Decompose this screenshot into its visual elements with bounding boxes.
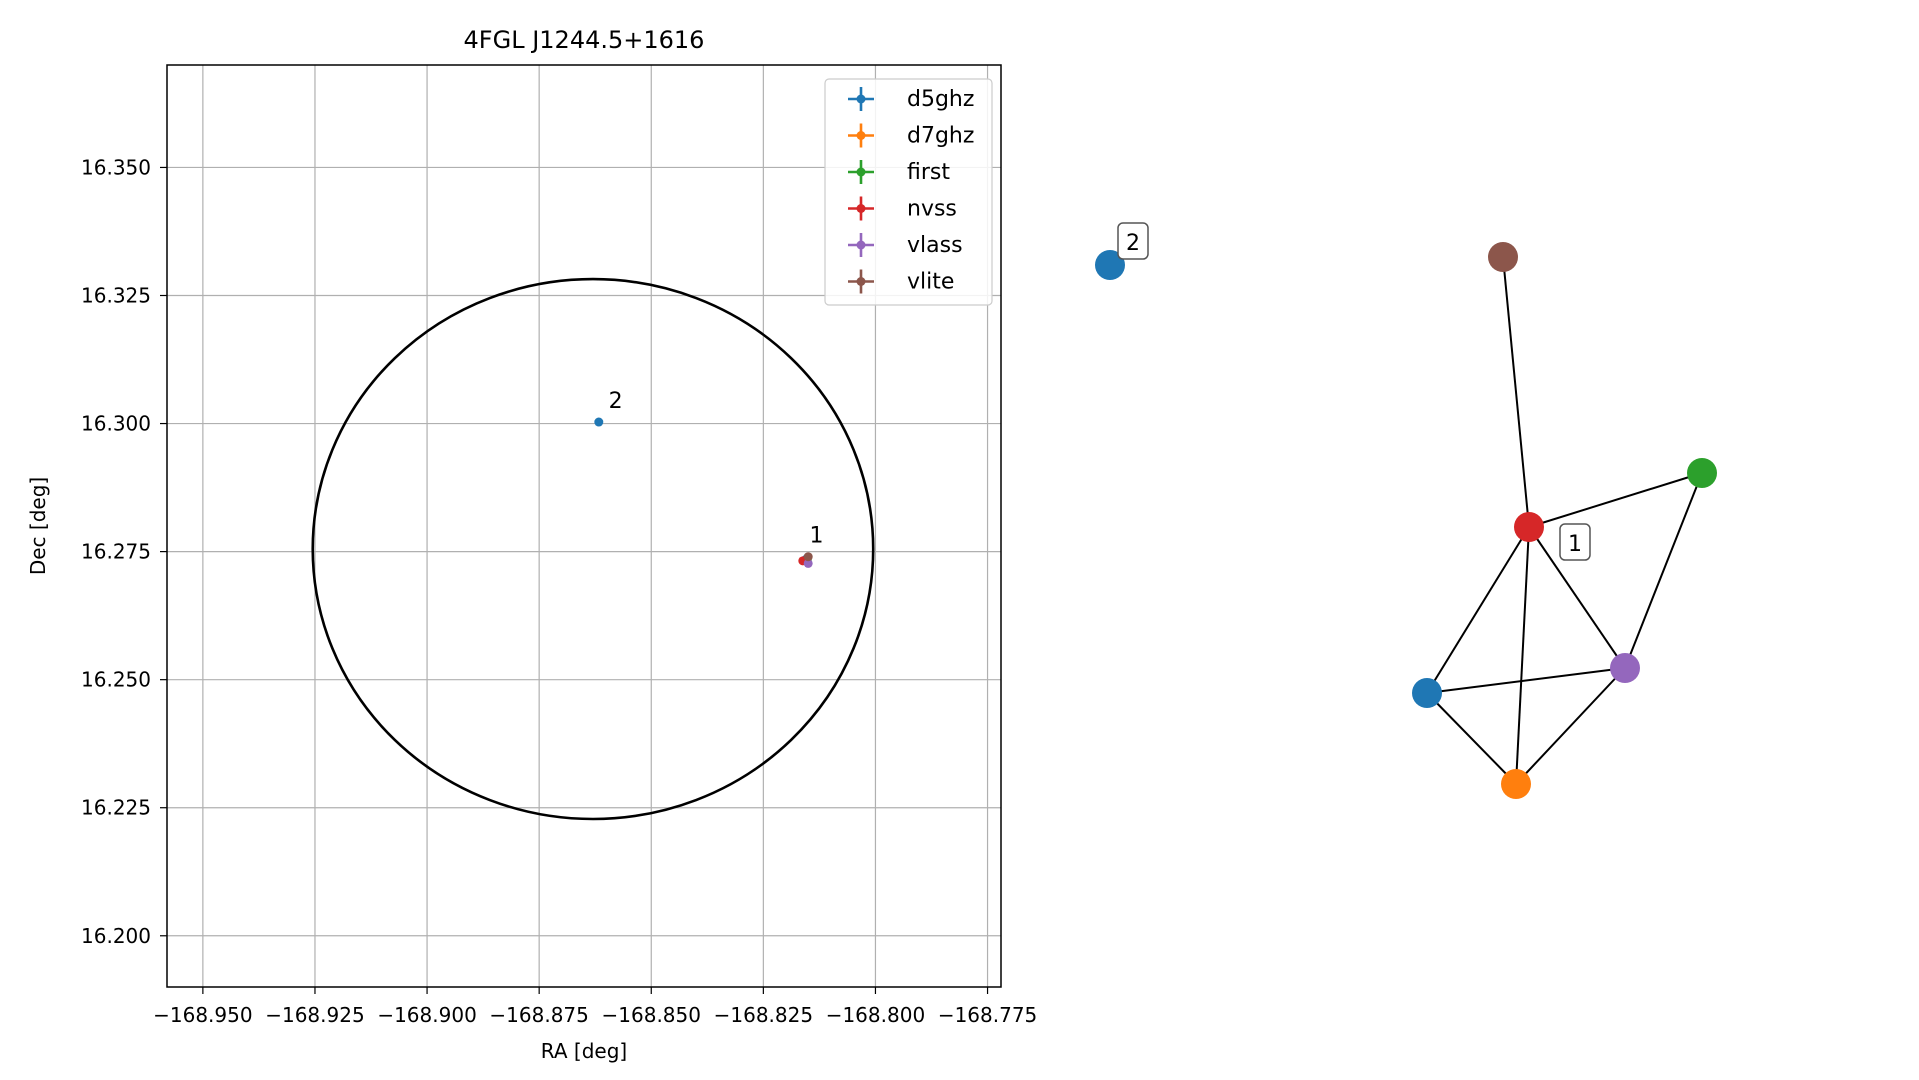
- legend-swatch-dot: [856, 131, 866, 140]
- x-tick-label: −168.850: [602, 1003, 701, 1027]
- x-tick-label: −168.900: [377, 1003, 476, 1027]
- network-group-label: 2: [1126, 231, 1140, 256]
- y-ticks: 16.200 16.225 16.250 16.275 16.300 16.325 16.3…: [81, 155, 167, 948]
- network-node-d5ghz_2: [1095, 250, 1125, 280]
- x-tick-label: −168.825: [714, 1003, 813, 1027]
- network-edge: [1528, 472, 1703, 528]
- legend: d5ghz d7ghz first nvss vlass vlite: [824, 78, 993, 306]
- network-node-nvss: [1514, 512, 1544, 542]
- legend-swatch-dot: [856, 204, 866, 213]
- x-tick-label: −168.875: [489, 1003, 588, 1027]
- y-tick-label: 16.350: [81, 155, 151, 179]
- legend-label-vlass: vlass: [907, 233, 963, 258]
- axes-frame: [166, 64, 1002, 988]
- legend-swatch-dot: [856, 94, 866, 104]
- y-tick-label: 16.250: [81, 668, 151, 692]
- legend-label-nvss: nvss: [907, 197, 957, 222]
- scatter-panel: −168.950 −168.925 −168.900 −168.875 −168.850…: [26, 26, 1037, 1063]
- y-axis-label: Dec [deg]: [26, 477, 50, 575]
- legend-label-d5ghz: d5ghz: [907, 87, 974, 112]
- legend-swatch-dot: [856, 277, 866, 286]
- network-node-d5ghz: [1412, 678, 1442, 708]
- legend-swatch-dot: [856, 167, 866, 177]
- network-edge: [1426, 526, 1530, 694]
- point-annotations: 12: [609, 389, 824, 548]
- point-annotation: 1: [810, 523, 824, 548]
- point-vlite: [803, 552, 813, 562]
- legend-label-first: first: [907, 160, 950, 185]
- network-group-label-box: [1559, 523, 1591, 561]
- legend-label-vlite: vlite: [907, 270, 954, 295]
- network-edge: [1515, 526, 1530, 785]
- network-node-d7ghz: [1501, 769, 1531, 799]
- localization-ellipse-shape: [311, 277, 875, 821]
- point-d5ghz: [594, 417, 604, 427]
- network-group-label: 1: [1568, 532, 1582, 557]
- network-edge: [1426, 667, 1626, 694]
- y-tick-label: 16.225: [81, 796, 151, 820]
- y-tick-label: 16.275: [81, 540, 151, 564]
- network-edge: [1426, 692, 1517, 785]
- network-node-vlass: [1610, 653, 1640, 683]
- network-edge: [1528, 526, 1626, 669]
- y-tick-label: 16.325: [81, 284, 151, 308]
- x-ticks: −168.950 −168.925 −168.900 −168.875 −168.850…: [153, 987, 1037, 1027]
- point-vlass: [803, 558, 813, 568]
- network-node-first: [1687, 458, 1717, 488]
- chart-title: 4FGL J1244.5+1616: [464, 26, 705, 54]
- network-edge: [1515, 667, 1626, 785]
- network-nodes: [1095, 242, 1717, 799]
- legend-label-d7ghz: d7ghz: [907, 124, 974, 149]
- data-points: [594, 417, 813, 568]
- x-axis-label: RA [deg]: [541, 1039, 627, 1063]
- x-tick-label: −168.775: [938, 1003, 1037, 1027]
- localization-ellipse: [311, 277, 875, 821]
- point-annotation: 2: [609, 389, 623, 414]
- y-tick-label: 16.200: [81, 924, 151, 948]
- network-edge: [1502, 256, 1530, 528]
- x-tick-label: −168.950: [153, 1003, 252, 1027]
- x-tick-label: −168.800: [826, 1003, 925, 1027]
- network-group-label-box: [1117, 222, 1149, 260]
- network-node-vlite: [1488, 242, 1518, 272]
- network-edges: [1426, 256, 1703, 785]
- network-edge: [1624, 472, 1703, 669]
- network-panel: 21: [1095, 222, 1717, 799]
- y-tick-label: 16.300: [81, 412, 151, 436]
- network-group-labels: 21: [1117, 222, 1591, 561]
- legend-swatch-dot: [856, 240, 866, 250]
- x-tick-label: −168.925: [265, 1003, 364, 1027]
